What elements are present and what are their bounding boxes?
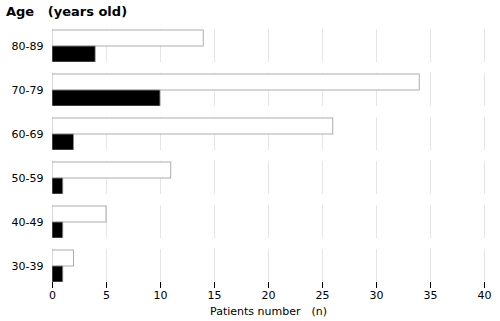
svg-text:70-79: 70-79 — [12, 84, 44, 97]
svg-text:30-39: 30-39 — [12, 260, 44, 273]
svg-text:40: 40 — [478, 289, 492, 302]
svg-text:50-59: 50-59 — [12, 172, 44, 185]
html-text:Age (years old): Age (years old) — [6, 4, 128, 19]
svg-text:35: 35 — [424, 289, 438, 302]
svg-text:5: 5 — [103, 289, 110, 302]
svg-text:0: 0 — [49, 289, 56, 302]
svg-text:30: 30 — [370, 289, 384, 302]
svg-text:10: 10 — [154, 289, 168, 302]
svg-text:Patients number (n): Patients number (n) — [210, 305, 327, 318]
svg-text:80-89: 80-89 — [12, 40, 44, 53]
svg-text:60-69: 60-69 — [12, 128, 44, 141]
svg-text:20: 20 — [262, 289, 276, 302]
svg-text:40-49: 40-49 — [12, 216, 44, 229]
svg-text:25: 25 — [316, 289, 330, 302]
svg-text:15: 15 — [208, 289, 222, 302]
